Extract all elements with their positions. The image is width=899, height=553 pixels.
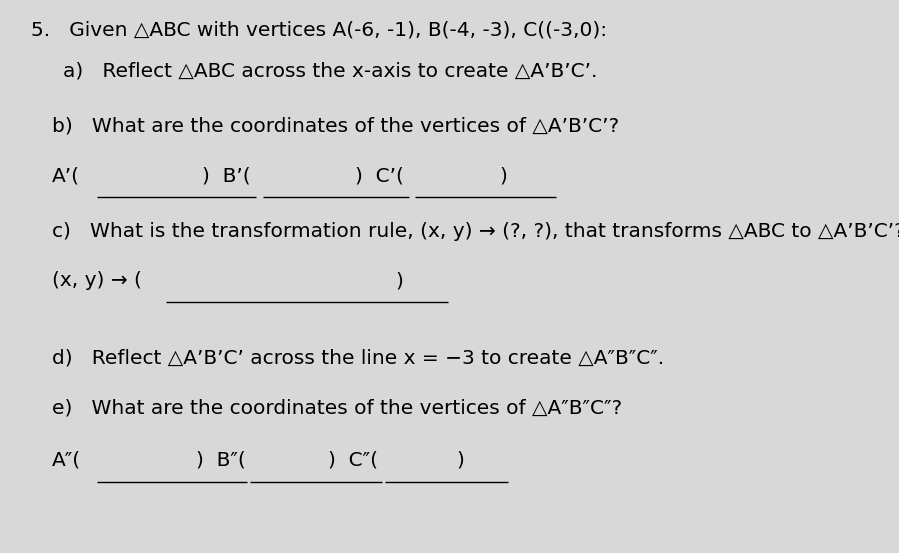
Text: c)   What is the transformation rule, (x, y) → (?, ?), that transforms △ABC to △: c) What is the transformation rule, (x, …	[52, 222, 899, 241]
Text: ): )	[457, 451, 465, 469]
Text: e)   What are the coordinates of the vertices of △A″B″C″?: e) What are the coordinates of the verti…	[52, 399, 622, 418]
Text: )  B″(: ) B″(	[196, 451, 245, 469]
Text: )  C’(: ) C’(	[355, 166, 404, 185]
Text: b)   What are the coordinates of the vertices of △A’B’C’?: b) What are the coordinates of the verti…	[52, 117, 619, 135]
Text: ): )	[499, 166, 507, 185]
Text: ): )	[396, 272, 404, 290]
Text: 5.   Given △ABC with vertices A(-6, -1), B(-4, -3), C((-3,0):: 5. Given △ABC with vertices A(-6, -1), B…	[31, 21, 608, 40]
Text: a)   Reflect △ABC across the x-axis to create △A’B’C’.: a) Reflect △ABC across the x-axis to cre…	[63, 61, 597, 80]
Text: )  B’(: ) B’(	[202, 166, 251, 185]
Text: d)   Reflect △A’B’C’ across the line x = −3 to create △A″B″C″.: d) Reflect △A’B’C’ across the line x = −…	[52, 349, 664, 368]
Text: A’(: A’(	[52, 166, 80, 185]
Text: A″(: A″(	[52, 451, 81, 469]
Text: (x, y) → (: (x, y) → (	[52, 272, 142, 290]
Text: )  C″(: ) C″(	[328, 451, 378, 469]
